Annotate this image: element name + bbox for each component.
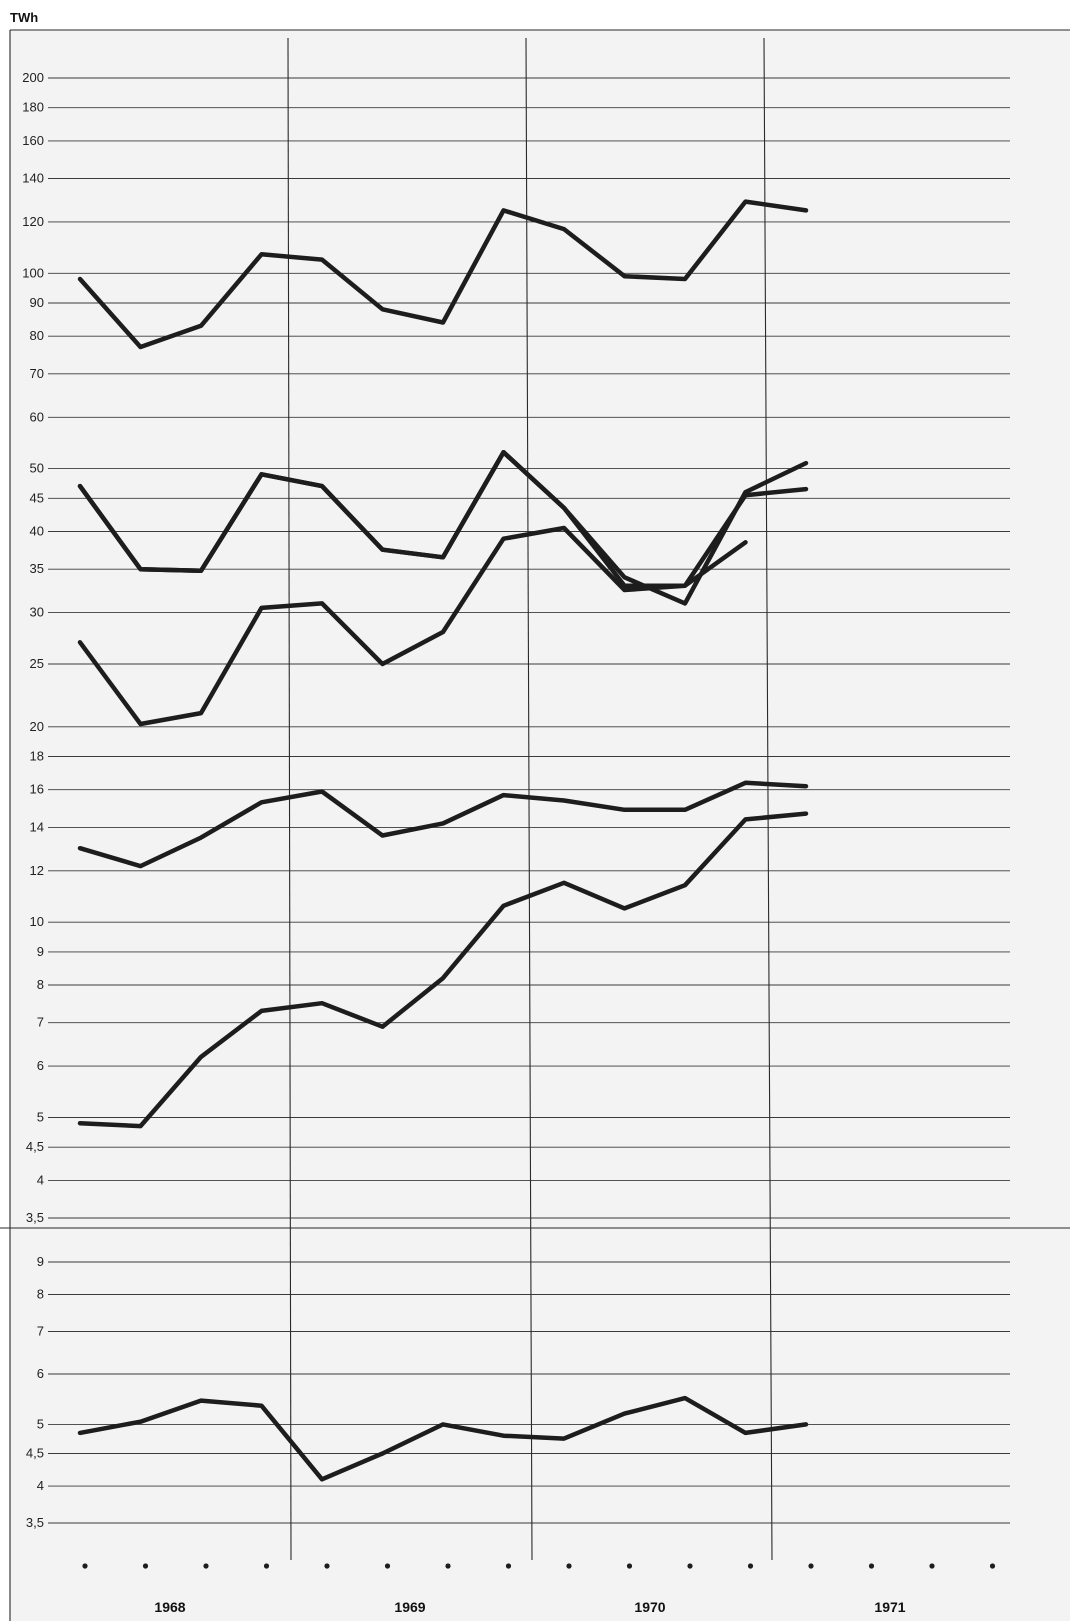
plot-background — [10, 30, 1070, 1621]
top-y-tick-label: 20 — [30, 719, 44, 734]
top-y-tick-label: 25 — [30, 656, 44, 671]
top-y-tick-label: 4 — [37, 1172, 44, 1187]
top-y-tick-label: 160 — [22, 133, 44, 148]
top-y-tick-label: 200 — [22, 70, 44, 85]
bottom-y-tick-label: 4 — [37, 1478, 44, 1493]
top-y-tick-label: 3,5 — [26, 1210, 44, 1225]
top-y-tick-label: 80 — [30, 328, 44, 343]
x-tick-dot — [384, 1563, 391, 1569]
x-tick-dot — [687, 1563, 693, 1569]
x-tick-dot — [566, 1563, 572, 1569]
x-tick-dot — [929, 1563, 935, 1569]
x-tick-dot — [989, 1563, 996, 1569]
top-y-tick-label: 120 — [22, 214, 44, 229]
top-y-tick-label: 40 — [30, 524, 44, 539]
top-y-tick-label: 16 — [30, 782, 44, 797]
x-tick-dot — [203, 1563, 209, 1569]
bottom-y-tick-label: 4,5 — [26, 1446, 44, 1461]
top-y-tick-label: 180 — [22, 100, 44, 115]
top-y-tick-label: 30 — [30, 605, 44, 620]
top-y-tick-label: 100 — [22, 265, 44, 280]
y-axis-unit-label: TWh — [10, 10, 38, 25]
top-y-tick-label: 10 — [30, 914, 44, 929]
bottom-y-tick-label: 7 — [37, 1324, 44, 1339]
top-series-line-1 — [77, 199, 809, 350]
top-series-line-4 — [77, 525, 748, 727]
top-series-line-5 — [77, 780, 809, 869]
top-y-tick-label: 60 — [30, 409, 44, 424]
bottom-y-tick-label: 3,5 — [26, 1515, 44, 1530]
x-tick-dot — [82, 1563, 88, 1569]
top-y-tick-label: 9 — [37, 944, 44, 959]
bottom-panel-y-tick-labels: 3,5 4 4,5 5 6 7 8 9 — [26, 1254, 44, 1530]
bottom-series-line-1 — [77, 1395, 809, 1482]
year-divider — [763, 37, 773, 1561]
x-axis: 1968 1969 1970 1971 — [82, 1563, 996, 1615]
x-tick-dot — [445, 1563, 451, 1569]
x-tick-dot — [747, 1563, 754, 1569]
x-tick-dot — [324, 1563, 330, 1569]
top-y-tick-label: 50 — [30, 461, 44, 476]
bottom-y-tick-label: 8 — [37, 1287, 44, 1302]
top-y-tick-label: 90 — [30, 295, 44, 310]
top-y-tick-label: 35 — [30, 561, 44, 576]
top-y-tick-label: 8 — [37, 977, 44, 992]
bottom-y-tick-label: 6 — [37, 1366, 44, 1381]
x-tick-dot — [263, 1563, 270, 1569]
top-y-tick-label: 4,5 — [26, 1139, 44, 1154]
x-tick-dot — [808, 1563, 814, 1569]
top-y-tick-label: 45 — [30, 490, 44, 505]
top-y-tick-label: 12 — [30, 863, 44, 878]
bottom-panel-gridlines — [48, 1261, 1010, 1524]
x-tick-dot — [868, 1563, 875, 1569]
x-year-label: 1969 — [394, 1599, 425, 1615]
top-panel-y-tick-labels: 3,5 4 4,5 5 6 7 8 9 10 12 14 16 18 20 25 30 35 40 45 50 60 70… — [22, 70, 44, 1225]
top-panel-series — [77, 199, 809, 1129]
bottom-panel-series — [77, 1395, 809, 1482]
top-y-tick-label: 140 — [22, 171, 44, 186]
top-y-tick-label: 7 — [37, 1015, 44, 1030]
top-series-line-3 — [77, 449, 809, 606]
top-y-tick-label: 18 — [30, 749, 44, 764]
x-year-label: 1970 — [634, 1599, 665, 1615]
top-y-tick-label: 70 — [30, 366, 44, 381]
bottom-y-tick-label: 9 — [37, 1254, 44, 1269]
x-tick-dot — [142, 1563, 149, 1569]
bottom-y-tick-label: 5 — [37, 1416, 44, 1431]
top-y-tick-label: 5 — [37, 1110, 44, 1125]
top-series-line-6 — [77, 811, 809, 1129]
x-year-label: 1971 — [874, 1599, 905, 1615]
x-tick-dot — [505, 1563, 512, 1569]
x-tick-dot — [626, 1563, 633, 1569]
top-y-tick-label: 6 — [37, 1058, 44, 1073]
x-year-label: 1968 — [154, 1599, 185, 1615]
top-y-tick-label: 14 — [30, 819, 44, 834]
